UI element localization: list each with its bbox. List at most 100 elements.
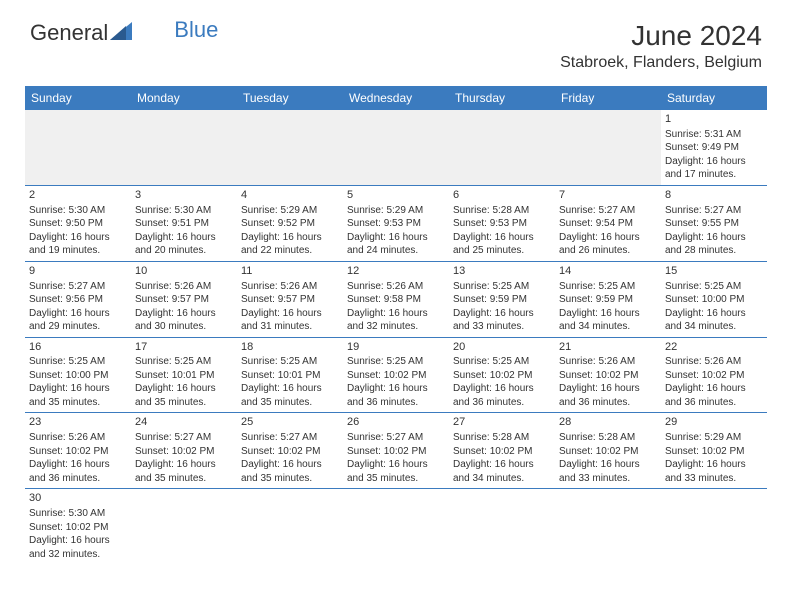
day-cell: 23Sunrise: 5:26 AMSunset: 10:02 PMDaylig… (25, 413, 131, 488)
day-number: 7 (559, 188, 657, 203)
day-daylight2: and 34 minutes. (559, 320, 657, 334)
day-daylight1: Daylight: 16 hours (453, 307, 551, 321)
day-cell (237, 110, 343, 185)
day-daylight2: and 35 minutes. (135, 396, 233, 410)
day-cell: 16Sunrise: 5:25 AMSunset: 10:00 PMDaylig… (25, 338, 131, 413)
day-sunset: Sunset: 10:02 PM (29, 521, 127, 535)
day-sunrise: Sunrise: 5:30 AM (29, 204, 127, 218)
day-daylight2: and 20 minutes. (135, 244, 233, 258)
day-cell (131, 489, 237, 564)
day-cell: 14Sunrise: 5:25 AMSunset: 9:59 PMDayligh… (555, 262, 661, 337)
day-sunset: Sunset: 10:02 PM (559, 445, 657, 459)
day-sunset: Sunset: 9:55 PM (665, 217, 763, 231)
day-header-cell: Thursday (449, 86, 555, 110)
day-number: 11 (241, 264, 339, 279)
day-sunset: Sunset: 9:56 PM (29, 293, 127, 307)
day-daylight2: and 33 minutes. (665, 472, 763, 486)
day-daylight1: Daylight: 16 hours (347, 382, 445, 396)
day-daylight2: and 29 minutes. (29, 320, 127, 334)
month-title: June 2024 (560, 20, 762, 52)
day-daylight1: Daylight: 16 hours (241, 307, 339, 321)
day-number: 9 (29, 264, 127, 279)
day-sunset: Sunset: 10:00 PM (665, 293, 763, 307)
day-daylight1: Daylight: 16 hours (135, 458, 233, 472)
day-daylight1: Daylight: 16 hours (559, 382, 657, 396)
day-number: 15 (665, 264, 763, 279)
day-number: 29 (665, 415, 763, 430)
day-cell: 20Sunrise: 5:25 AMSunset: 10:02 PMDaylig… (449, 338, 555, 413)
day-daylight2: and 33 minutes. (453, 320, 551, 334)
day-number: 30 (29, 491, 127, 506)
day-sunrise: Sunrise: 5:25 AM (135, 355, 233, 369)
day-daylight2: and 32 minutes. (29, 548, 127, 562)
day-number: 28 (559, 415, 657, 430)
day-daylight1: Daylight: 16 hours (347, 307, 445, 321)
day-daylight1: Daylight: 16 hours (29, 534, 127, 548)
day-daylight2: and 35 minutes. (241, 396, 339, 410)
day-number: 23 (29, 415, 127, 430)
day-sunrise: Sunrise: 5:25 AM (29, 355, 127, 369)
day-cell: 27Sunrise: 5:28 AMSunset: 10:02 PMDaylig… (449, 413, 555, 488)
day-sunset: Sunset: 9:58 PM (347, 293, 445, 307)
day-daylight1: Daylight: 16 hours (665, 458, 763, 472)
day-cell (237, 489, 343, 564)
day-sunset: Sunset: 10:02 PM (665, 369, 763, 383)
day-sunset: Sunset: 9:57 PM (241, 293, 339, 307)
day-cell: 24Sunrise: 5:27 AMSunset: 10:02 PMDaylig… (131, 413, 237, 488)
day-sunset: Sunset: 9:53 PM (347, 217, 445, 231)
week-row: 16Sunrise: 5:25 AMSunset: 10:00 PMDaylig… (25, 338, 767, 414)
day-cell: 4Sunrise: 5:29 AMSunset: 9:52 PMDaylight… (237, 186, 343, 261)
day-daylight1: Daylight: 16 hours (453, 458, 551, 472)
logo-triangle-icon (110, 20, 132, 46)
day-cell: 26Sunrise: 5:27 AMSunset: 10:02 PMDaylig… (343, 413, 449, 488)
day-daylight2: and 35 minutes. (29, 396, 127, 410)
week-row: 2Sunrise: 5:30 AMSunset: 9:50 PMDaylight… (25, 186, 767, 262)
day-daylight1: Daylight: 16 hours (347, 458, 445, 472)
day-cell: 13Sunrise: 5:25 AMSunset: 9:59 PMDayligh… (449, 262, 555, 337)
day-sunset: Sunset: 9:49 PM (665, 141, 763, 155)
day-cell (449, 110, 555, 185)
day-daylight2: and 31 minutes. (241, 320, 339, 334)
day-header-cell: Monday (131, 86, 237, 110)
day-number: 21 (559, 340, 657, 355)
day-sunrise: Sunrise: 5:26 AM (347, 280, 445, 294)
day-sunset: Sunset: 10:01 PM (135, 369, 233, 383)
day-cell: 1Sunrise: 5:31 AMSunset: 9:49 PMDaylight… (661, 110, 767, 185)
day-daylight2: and 24 minutes. (347, 244, 445, 258)
day-cell: 15Sunrise: 5:25 AMSunset: 10:00 PMDaylig… (661, 262, 767, 337)
day-sunset: Sunset: 10:01 PM (241, 369, 339, 383)
day-daylight2: and 35 minutes. (241, 472, 339, 486)
day-cell: 18Sunrise: 5:25 AMSunset: 10:01 PMDaylig… (237, 338, 343, 413)
day-cell (555, 489, 661, 564)
day-sunrise: Sunrise: 5:27 AM (347, 431, 445, 445)
day-number: 6 (453, 188, 551, 203)
day-daylight2: and 34 minutes. (665, 320, 763, 334)
day-sunrise: Sunrise: 5:28 AM (559, 431, 657, 445)
day-daylight2: and 26 minutes. (559, 244, 657, 258)
day-cell: 10Sunrise: 5:26 AMSunset: 9:57 PMDayligh… (131, 262, 237, 337)
day-sunrise: Sunrise: 5:27 AM (559, 204, 657, 218)
day-sunrise: Sunrise: 5:25 AM (453, 355, 551, 369)
day-daylight2: and 36 minutes. (29, 472, 127, 486)
day-sunrise: Sunrise: 5:27 AM (241, 431, 339, 445)
day-number: 5 (347, 188, 445, 203)
day-header-cell: Wednesday (343, 86, 449, 110)
day-sunset: Sunset: 10:02 PM (559, 369, 657, 383)
day-sunset: Sunset: 10:02 PM (453, 445, 551, 459)
day-number: 18 (241, 340, 339, 355)
day-sunset: Sunset: 10:02 PM (453, 369, 551, 383)
day-sunset: Sunset: 9:50 PM (29, 217, 127, 231)
day-daylight2: and 35 minutes. (347, 472, 445, 486)
day-daylight1: Daylight: 16 hours (29, 382, 127, 396)
day-sunrise: Sunrise: 5:26 AM (241, 280, 339, 294)
day-sunrise: Sunrise: 5:30 AM (29, 507, 127, 521)
day-cell: 17Sunrise: 5:25 AMSunset: 10:01 PMDaylig… (131, 338, 237, 413)
day-sunset: Sunset: 10:02 PM (347, 369, 445, 383)
day-sunrise: Sunrise: 5:25 AM (559, 280, 657, 294)
day-cell: 5Sunrise: 5:29 AMSunset: 9:53 PMDaylight… (343, 186, 449, 261)
day-sunrise: Sunrise: 5:25 AM (241, 355, 339, 369)
day-daylight1: Daylight: 16 hours (347, 231, 445, 245)
day-sunrise: Sunrise: 5:25 AM (665, 280, 763, 294)
day-sunrise: Sunrise: 5:25 AM (453, 280, 551, 294)
day-cell (661, 489, 767, 564)
